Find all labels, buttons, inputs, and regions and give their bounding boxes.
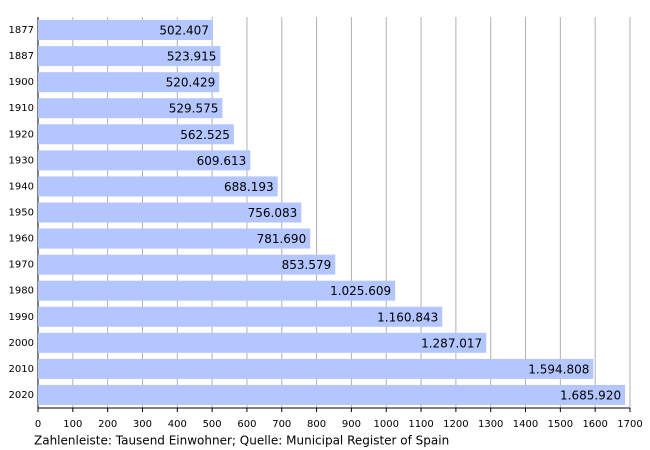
y-tick-label: 1990 [9, 312, 34, 323]
x-tick-label: 800 [307, 419, 326, 430]
value-label: 1.594.808 [528, 362, 589, 376]
x-tick-label: 1000 [374, 419, 399, 430]
value-label: 562.525 [180, 128, 230, 142]
bar [38, 150, 251, 171]
y-tick-label: 1877 [9, 25, 34, 36]
bar [38, 254, 336, 275]
x-tick-label: 1200 [443, 419, 468, 430]
x-tick-label: 100 [63, 419, 82, 430]
bar [38, 202, 302, 223]
y-tick-label: 2010 [9, 364, 34, 375]
value-label: 502.407 [159, 24, 209, 38]
x-tick-label: 400 [168, 419, 187, 430]
y-tick-label: 1920 [9, 129, 34, 140]
x-tick-label: 700 [272, 419, 291, 430]
x-tick-label: 500 [203, 419, 222, 430]
y-tick-label: 1970 [9, 260, 34, 271]
y-tick-label: 1950 [9, 208, 34, 219]
bar [38, 124, 234, 145]
x-tick-label: 600 [237, 419, 256, 430]
value-label: 688.193 [224, 180, 274, 194]
bar [38, 72, 220, 93]
value-label: 853.579 [282, 258, 332, 272]
bar [38, 228, 311, 249]
bar [38, 358, 594, 379]
caption: Zahlenleiste: Tausend Einwohner; Quelle:… [34, 434, 449, 448]
y-tick-label: 2000 [9, 338, 34, 349]
x-tick-label: 1100 [408, 419, 433, 430]
bar [38, 280, 396, 301]
value-label: 1.160.843 [377, 310, 438, 324]
y-tick-label: 1910 [9, 103, 34, 114]
bar [38, 306, 443, 327]
value-label: 1.287.017 [421, 336, 482, 350]
value-label: 609.613 [197, 154, 247, 168]
value-label: 781.690 [257, 232, 307, 246]
y-tick-label: 1887 [9, 51, 34, 62]
x-tick-label: 1500 [548, 419, 573, 430]
bar [38, 20, 213, 41]
bar [38, 98, 223, 119]
bar [38, 176, 278, 197]
x-tick-label: 1300 [478, 419, 503, 430]
bar [38, 384, 626, 405]
x-tick-label: 1700 [617, 419, 642, 430]
y-tick-label: 1960 [9, 234, 34, 245]
x-tick-label: 1400 [513, 419, 538, 430]
x-tick-label: 1600 [582, 419, 607, 430]
value-label: 1.685.920 [560, 388, 621, 402]
y-tick-label: 2020 [9, 390, 34, 401]
value-label: 756.083 [248, 206, 298, 220]
y-tick-label: 1940 [9, 181, 34, 192]
bar [38, 46, 221, 67]
value-label: 1.025.609 [330, 284, 391, 298]
value-label: 520.429 [166, 76, 216, 90]
y-tick-label: 1980 [9, 286, 34, 297]
y-tick-label: 1900 [9, 77, 34, 88]
x-tick-label: 200 [98, 419, 117, 430]
y-tick-label: 1930 [9, 155, 34, 166]
x-tick-label: 900 [342, 419, 361, 430]
bar [38, 332, 487, 353]
x-tick-label: 0 [35, 419, 41, 430]
value-label: 523.915 [167, 50, 217, 64]
x-tick-label: 300 [133, 419, 152, 430]
value-label: 529.575 [169, 102, 219, 116]
